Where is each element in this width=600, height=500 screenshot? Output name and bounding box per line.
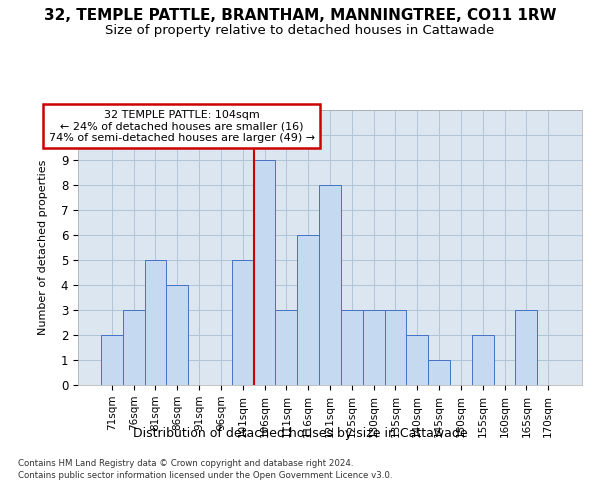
Bar [406, 335, 428, 385]
Bar [145, 260, 166, 385]
Bar [101, 335, 123, 385]
Bar [385, 310, 406, 385]
Bar [319, 185, 341, 385]
Text: 32 TEMPLE PATTLE: 104sqm
← 24% of detached houses are smaller (16)
74% of semi-d: 32 TEMPLE PATTLE: 104sqm ← 24% of detach… [49, 110, 314, 143]
Y-axis label: Number of detached properties: Number of detached properties [38, 160, 48, 335]
Bar [363, 310, 385, 385]
Bar [123, 310, 145, 385]
Text: Contains HM Land Registry data © Crown copyright and database right 2024.: Contains HM Land Registry data © Crown c… [18, 458, 353, 468]
Bar [472, 335, 494, 385]
Bar [297, 235, 319, 385]
Bar [254, 160, 275, 385]
Text: Contains public sector information licensed under the Open Government Licence v3: Contains public sector information licen… [18, 471, 392, 480]
Bar [275, 310, 297, 385]
Text: Distribution of detached houses by size in Cattawade: Distribution of detached houses by size … [133, 428, 467, 440]
Bar [341, 310, 363, 385]
Bar [232, 260, 254, 385]
Bar [166, 285, 188, 385]
Text: 32, TEMPLE PATTLE, BRANTHAM, MANNINGTREE, CO11 1RW: 32, TEMPLE PATTLE, BRANTHAM, MANNINGTREE… [44, 8, 556, 22]
Bar [515, 310, 537, 385]
Text: Size of property relative to detached houses in Cattawade: Size of property relative to detached ho… [106, 24, 494, 37]
Bar [428, 360, 450, 385]
